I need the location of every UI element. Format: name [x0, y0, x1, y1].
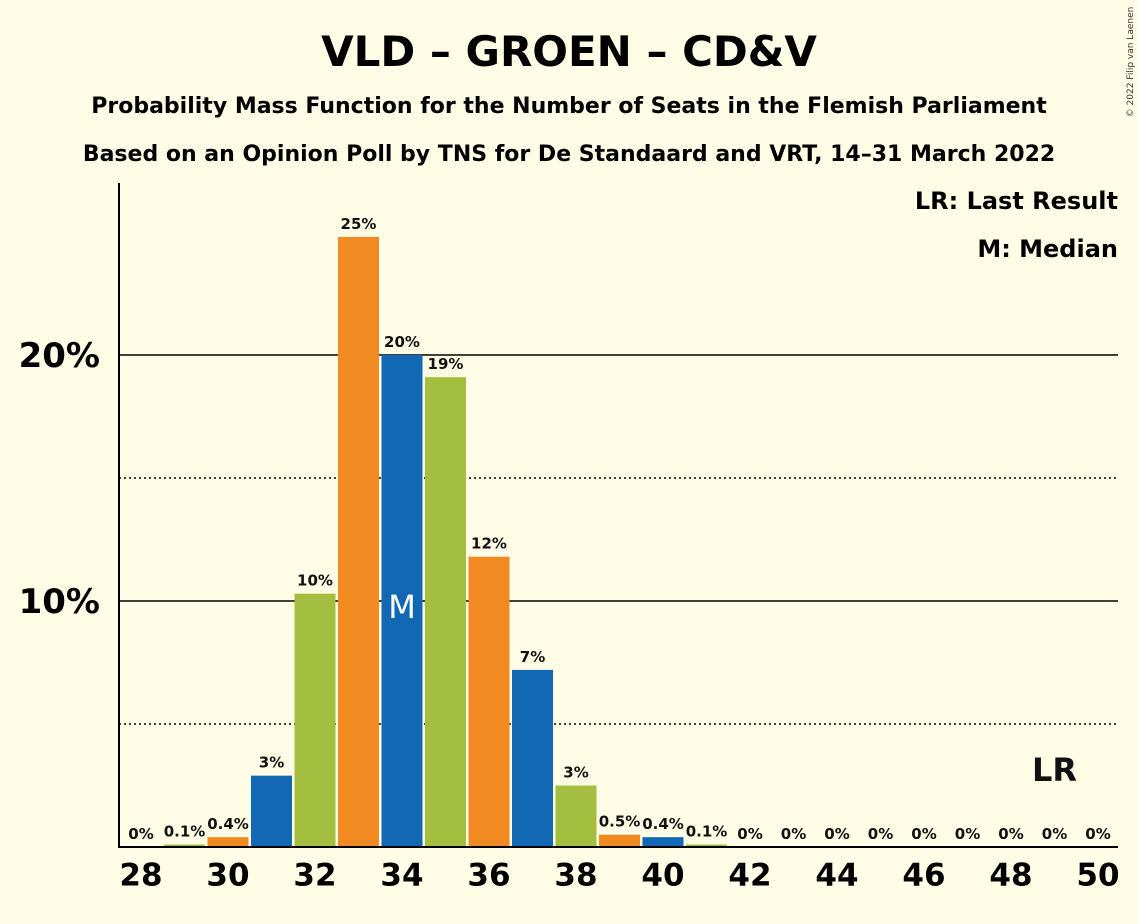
bar-seat-34 [381, 355, 423, 847]
bar-seat-31 [251, 775, 292, 847]
x-tick-labels: 28 30 32 34 36 38 40 42 44 46 48 50 [119, 858, 1119, 894]
bar-value-label: 0% [1042, 825, 1067, 843]
bar-value-label: 0% [1085, 825, 1110, 843]
bar-seat-29 [164, 844, 205, 847]
bar-seat-33 [338, 236, 379, 848]
bar-value-label: 0.4% [207, 815, 249, 833]
bar-seat-38 [555, 785, 597, 847]
bar-value-label: 0% [911, 825, 936, 843]
x-tick-label: 42 [728, 858, 771, 894]
bar-value-label: 3% [563, 764, 588, 782]
bar-value-label: 0.1% [164, 823, 206, 841]
bar-value-label: 19% [428, 355, 464, 373]
chart-subtitle-1: Probability Mass Function for the Number… [91, 94, 1047, 119]
bar-seat-39 [599, 834, 640, 847]
bar-value-label: 7% [520, 648, 545, 666]
bar-value-label: 0.4% [642, 815, 684, 833]
bar-value-label: 10% [297, 572, 333, 590]
bar-value-label: 0% [868, 825, 893, 843]
x-tick-label: 36 [467, 858, 510, 894]
bar-seat-40 [642, 837, 684, 847]
y-tick-labels: 10% 20% [19, 336, 100, 622]
bar-value-label: 0% [998, 825, 1023, 843]
bar-value-label: 0% [737, 825, 762, 843]
bar-seat-30 [207, 837, 249, 847]
last-result-marker: LR [1032, 751, 1077, 789]
bar-seat-36 [468, 556, 510, 847]
bar-value-label: 0.1% [686, 823, 728, 841]
x-tick-label: 28 [119, 858, 162, 894]
bar-value-label: 3% [259, 754, 284, 772]
x-tick-label: 44 [815, 858, 858, 894]
y-tick-label: 10% [19, 582, 100, 622]
x-tick-label: 50 [1076, 858, 1119, 894]
bar-value-label: 25% [341, 215, 377, 233]
x-tick-label: 46 [902, 858, 945, 894]
bar-value-label: 0% [781, 825, 806, 843]
y-tick-label: 20% [19, 336, 100, 376]
x-tick-label: 30 [206, 858, 249, 894]
bar-value-label: 0.5% [599, 813, 641, 831]
legend-median: M: Median [977, 235, 1118, 263]
bar-value-label: 0% [128, 825, 153, 843]
bar-value-label: 0% [955, 825, 980, 843]
bar-seat-41 [686, 844, 727, 847]
x-tick-label: 38 [554, 858, 597, 894]
x-tick-label: 32 [293, 858, 336, 894]
chart-title: VLD – GROEN – CD&V [321, 27, 817, 76]
copyright-text: © 2022 Filip van Laenen [1126, 7, 1136, 118]
x-tick-label: 40 [641, 858, 684, 894]
bar-value-label: 0% [824, 825, 849, 843]
bar-seat-35 [425, 377, 466, 847]
median-marker: M [388, 588, 416, 626]
bar-seat-37 [512, 669, 553, 847]
x-tick-label: 34 [380, 858, 423, 894]
bar-labels-group: 0% 0.1% 0.4%3%10%25%20%19%12%7%3%0.5% 0.4% 0… [128, 215, 1110, 843]
legend-last-result: LR: Last Result [915, 187, 1118, 215]
x-tick-label: 48 [989, 858, 1032, 894]
bar-seat-32 [294, 593, 336, 847]
chart-subtitle-2: Based on an Opinion Poll by TNS for De S… [83, 142, 1055, 167]
bars-group [164, 236, 727, 848]
bar-value-label: 12% [471, 535, 507, 553]
grid-lines [119, 354, 1118, 725]
bar-value-label: 20% [384, 333, 420, 351]
axes-group [118, 183, 1118, 848]
